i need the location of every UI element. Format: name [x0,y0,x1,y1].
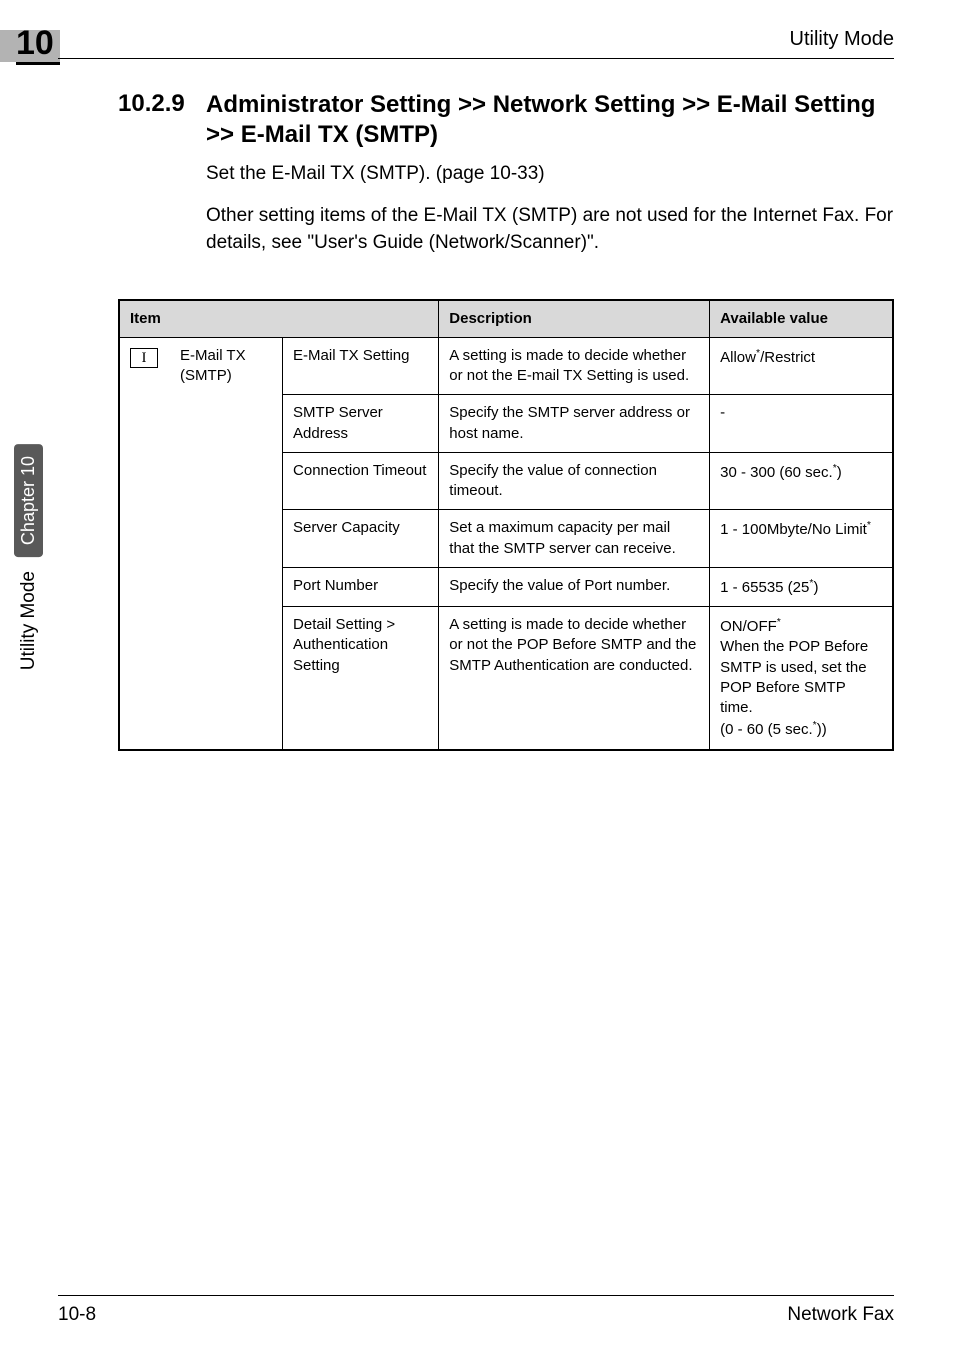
row-desc: A setting is made to decide whether or n… [439,607,710,750]
chapter-underline [16,62,60,65]
sub-item: SMTP Server Address [283,395,439,453]
settings-table: Item Description Available value I E-Mai… [118,299,894,751]
sub-item: Server Capacity [283,510,439,568]
row-desc: Set a maximum capacity per mail that the… [439,510,710,568]
header-rule [58,58,894,59]
section-number: 10.2.9 [118,90,206,118]
body-text: Set the E-Mail TX (SMTP). (page 10-33) O… [206,160,894,257]
content-area: 10.2.9 Administrator Setting >> Network … [118,90,894,751]
header-title: Utility Mode [790,28,894,51]
footer-page-number: 10-8 [58,1304,96,1326]
th-available: Available value [710,300,893,338]
chapter-badge: 10 [0,26,54,60]
sub-item: E-Mail TX Setting [283,337,439,395]
footer-rule [58,1295,894,1296]
chapter-number: 10 [0,26,54,60]
sub-item: Port Number [283,567,439,606]
group-label-cell: E-Mail TX (SMTP) [170,337,283,749]
row-desc: Specify the value of Port number. [439,567,710,606]
section-heading: 10.2.9 Administrator Setting >> Network … [118,90,894,150]
row-val: 1 - 100Mbyte/No Limit* [710,510,893,568]
sub-item: Connection Timeout [283,452,439,510]
row-desc: Specify the SMTP server address or host … [439,395,710,453]
group-icon: I [130,348,158,368]
side-tab: Chapter 10 Utility Mode [14,430,43,670]
th-description: Description [439,300,710,338]
sub-item: Detail Setting > Authentication Setting [283,607,439,750]
section-title: Administrator Setting >> Network Setting… [206,90,894,150]
side-chapter-pill: Chapter 10 [14,444,43,557]
table-row: I E-Mail TX (SMTP) E-Mail TX Setting A s… [119,337,893,395]
row-desc: Specify the value of connection timeout. [439,452,710,510]
th-item: Item [119,300,439,338]
footer-title: Network Fax [787,1304,894,1326]
paragraph-2: Other setting items of the E-Mail TX (SM… [206,202,894,257]
page: 10 Utility Mode 10.2.9 Administrator Set… [0,0,954,1352]
table-header-row: Item Description Available value [119,300,893,338]
row-val: ON/OFF*When the POP Before SMTP is used,… [710,607,893,750]
row-val: - [710,395,893,453]
row-val: 1 - 65535 (25*) [710,567,893,606]
row-val: Allow*/Restrict [710,337,893,395]
row-desc: A setting is made to decide whether or n… [439,337,710,395]
row-val: 30 - 300 (60 sec.*) [710,452,893,510]
side-label: Utility Mode [18,571,40,670]
group-icon-cell: I [119,337,170,749]
paragraph-1: Set the E-Mail TX (SMTP). (page 10-33) [206,160,894,188]
